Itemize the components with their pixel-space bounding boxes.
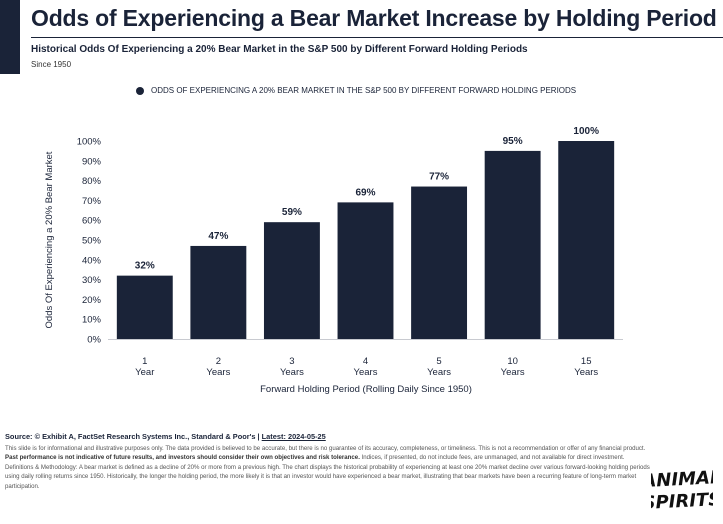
x-axis-label: Forward Holding Period (Rolling Daily Si…	[260, 384, 472, 395]
bar	[411, 186, 468, 339]
data-label: 100%	[573, 126, 599, 137]
disclaimer-text-2: Indices, if presented, do not include fe…	[5, 454, 650, 490]
data-labels: 32% 47% 59% 69% 77% 95% 100%	[135, 126, 599, 272]
x-tick-label: Years	[501, 367, 525, 378]
bars	[116, 141, 615, 339]
page-title: Odds of Experiencing a Bear Market Incre…	[31, 5, 717, 31]
source-line: Source: © Exhibit A, FactSet Research Sy…	[5, 432, 650, 442]
page-subtitle: Historical Odds Of Experiencing a 20% Be…	[31, 44, 528, 55]
disclaimer: This slide is for informational and illu…	[5, 444, 650, 492]
y-tick-label: 90%	[82, 156, 102, 167]
y-tick-label: 40%	[82, 255, 102, 266]
bar	[337, 202, 394, 339]
x-tick-label: Years	[354, 367, 378, 378]
y-tick-label: 30%	[82, 275, 102, 286]
x-tick-label: 1	[142, 356, 147, 367]
y-axis-ticks: 0% 10% 20% 30% 40% 50% 60% 70% 80% 90% 100%	[77, 137, 102, 346]
y-tick-label: 60%	[82, 216, 102, 227]
y-tick-label: 70%	[82, 196, 102, 207]
footer: Source: © Exhibit A, FactSet Research Sy…	[5, 432, 650, 492]
x-tick-label: 10	[507, 356, 518, 367]
logo-line-2: SPIRITS	[651, 489, 713, 514]
bar-chart: 0% 10% 20% 30% 40% 50% 60% 70% 80% 90% 100% 32% 47%…	[44, 126, 623, 395]
x-tick-label: Year	[135, 367, 154, 378]
x-axis-ticks: 1Year2Years3Years4Years5Years10Years15Ye…	[135, 356, 598, 378]
x-tick-label: 5	[436, 356, 441, 367]
y-tick-label: 100%	[77, 137, 102, 148]
x-tick-label: Years	[427, 367, 451, 378]
data-label: 59%	[282, 207, 302, 218]
x-tick-label: 4	[363, 356, 368, 367]
y-tick-label: 20%	[82, 295, 102, 306]
x-tick-label: Years	[206, 367, 230, 378]
header-accent-bar	[0, 0, 20, 74]
y-axis-label: Odds Of Experiencing a 20% Bear Market	[44, 151, 55, 328]
x-tick-label: 15	[581, 356, 592, 367]
bar	[116, 275, 173, 339]
legend-label: ODDS OF EXPERIENCING A 20% BEAR MARKET I…	[151, 86, 577, 95]
x-tick-label: 3	[289, 356, 294, 367]
legend-swatch	[136, 86, 144, 95]
bar	[558, 141, 615, 339]
y-tick-label: 80%	[82, 176, 102, 187]
bar	[484, 150, 541, 339]
x-tick-label: Years	[280, 367, 304, 378]
x-tick-label: Years	[574, 367, 598, 378]
logo-line-1: ANIMAL	[651, 467, 713, 492]
header: Odds of Experiencing a Bear Market Incre…	[0, 0, 723, 74]
bar	[263, 222, 320, 339]
y-tick-label: 50%	[82, 236, 102, 247]
x-tick-label: 2	[216, 356, 221, 367]
bar	[190, 245, 247, 339]
data-label: 77%	[429, 172, 449, 183]
title-divider	[31, 37, 723, 38]
data-label: 95%	[503, 136, 523, 147]
since-note: Since 1950	[31, 60, 72, 69]
y-tick-label: 10%	[82, 315, 102, 326]
source-date: Latest: 2024-05-25	[261, 432, 326, 441]
data-label: 69%	[355, 187, 375, 198]
animal-spirits-logo: ANIMAL SPIRITS	[651, 467, 713, 514]
data-label: 32%	[135, 261, 155, 272]
disclaimer-text-1: This slide is for informational and illu…	[5, 444, 646, 452]
y-tick-label: 0%	[87, 335, 101, 346]
data-label: 47%	[208, 231, 228, 242]
chart-legend: ODDS OF EXPERIENCING A 20% BEAR MARKET I…	[136, 86, 576, 95]
disclaimer-bold: Past performance is not indicative of fu…	[5, 454, 360, 462]
source-text: Source: © Exhibit A, FactSet Research Sy…	[5, 432, 262, 441]
